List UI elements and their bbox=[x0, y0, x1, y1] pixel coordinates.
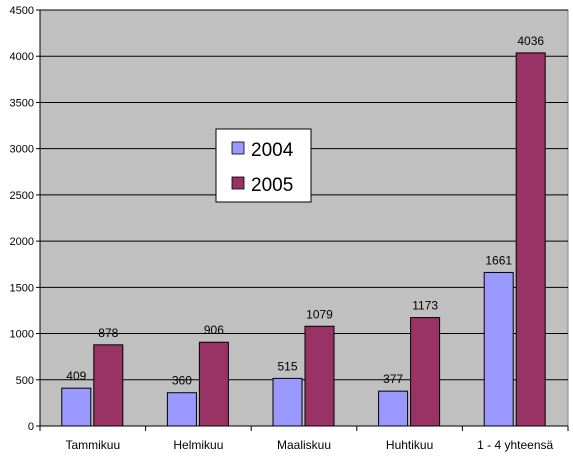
data-label: 906 bbox=[204, 323, 224, 337]
data-label: 1173 bbox=[412, 299, 438, 313]
y-tick-label: 4000 bbox=[10, 51, 34, 63]
bar-2005 bbox=[198, 341, 229, 427]
data-label: 1079 bbox=[306, 307, 333, 321]
bar-2004 bbox=[483, 271, 514, 427]
y-tick-label: 2500 bbox=[10, 190, 34, 202]
y-tick-label: 500 bbox=[16, 375, 34, 387]
y-tick-label: 3500 bbox=[10, 97, 34, 109]
y-tick-label: 0 bbox=[28, 421, 34, 433]
bar-2004 bbox=[61, 387, 92, 427]
y-tick-label: 2000 bbox=[10, 236, 34, 248]
bar-2005 bbox=[515, 52, 546, 427]
y-tick-label: 1500 bbox=[10, 282, 34, 294]
legend-box bbox=[215, 128, 312, 203]
bar-2004 bbox=[166, 392, 197, 427]
data-label: 878 bbox=[98, 326, 118, 340]
data-label: 377 bbox=[383, 372, 403, 386]
y-tick-label: 4500 bbox=[10, 5, 34, 17]
legend-swatch-2005 bbox=[231, 176, 245, 190]
data-label: 4036 bbox=[517, 34, 544, 48]
data-label: 360 bbox=[172, 374, 192, 388]
data-label: 515 bbox=[277, 359, 297, 373]
bar-2004 bbox=[272, 377, 303, 427]
legend-label-2004: 2004 bbox=[251, 140, 294, 161]
data-labels: 409 878 360 906 515 1079 377 1173 1661 4036 bbox=[66, 34, 544, 388]
y-tick-label: 3000 bbox=[10, 144, 34, 156]
x-category-label: 1 - 4 yhteensä bbox=[477, 438, 553, 452]
x-category-label: Tammikuu bbox=[65, 438, 120, 452]
bar-2005 bbox=[304, 325, 335, 427]
axes: 0 500 1000 1500 2000 2500 3000 3500 4000 4500 Tamm… bbox=[10, 5, 569, 452]
data-label: 1661 bbox=[485, 253, 512, 267]
y-tick-label: 1000 bbox=[10, 329, 34, 341]
plot-area bbox=[39, 9, 569, 427]
x-category-label: Helmikuu bbox=[173, 438, 223, 452]
legend-label-2005: 2005 bbox=[251, 175, 293, 196]
legend-swatch-2004 bbox=[231, 141, 245, 155]
legend: 2004 2005 bbox=[215, 128, 312, 203]
bar-2005 bbox=[93, 344, 124, 427]
bar-2005 bbox=[410, 317, 441, 427]
bars bbox=[61, 52, 546, 427]
x-category-label: Huhtikuu bbox=[386, 438, 433, 452]
x-category-label: Maaliskuu bbox=[277, 438, 331, 452]
data-label: 409 bbox=[66, 369, 86, 383]
bar-2004 bbox=[378, 390, 409, 427]
